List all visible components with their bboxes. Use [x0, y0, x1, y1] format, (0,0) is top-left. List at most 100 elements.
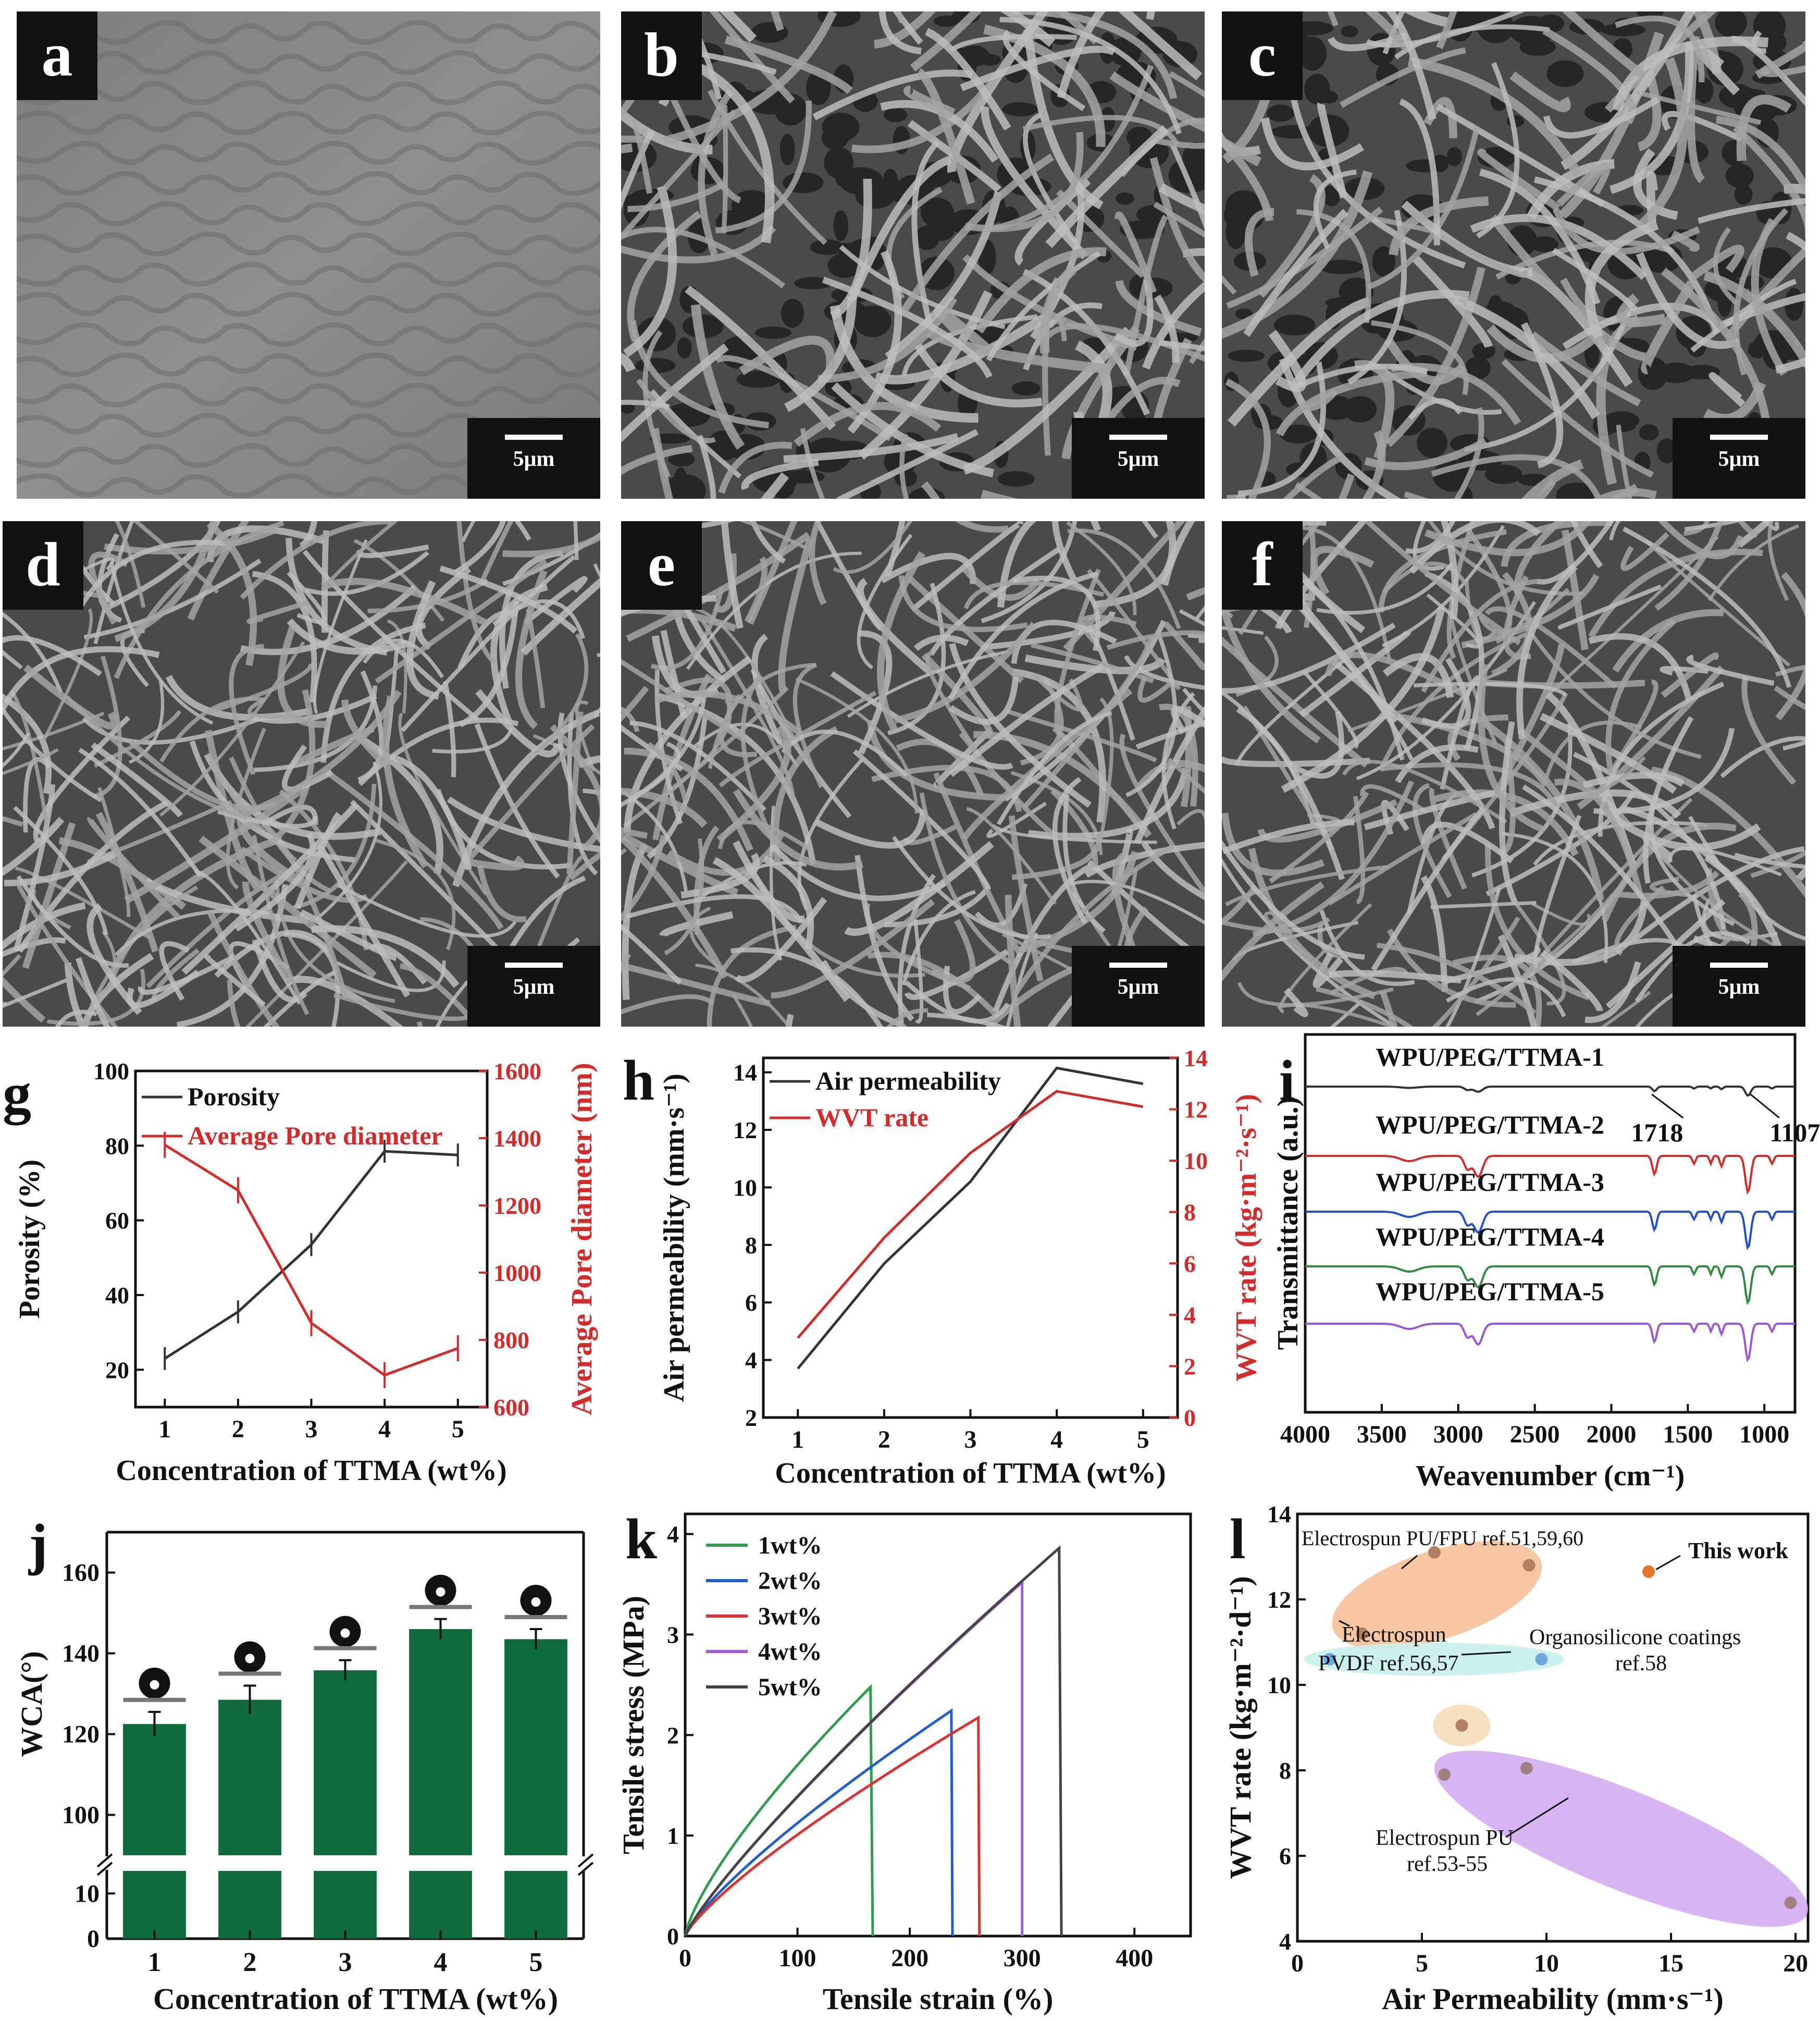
chart-l-ellipse-pu — [1434, 1751, 1809, 1927]
chart-l-ytick-label-14: 14 — [1267, 1501, 1291, 1527]
sem-image-f — [1222, 521, 1805, 1027]
chart-i-xtick-label-1500: 1500 — [1663, 1421, 1713, 1448]
chart-h-ylabel: Air permeability (mm·s⁻¹) — [658, 1074, 690, 1402]
chart-j-ytick-label-10: 10 — [75, 1880, 100, 1907]
chart-l-point-3-2 — [1784, 1896, 1797, 1909]
chart-j-bar-1 — [123, 1724, 186, 1855]
chart-k-legend-4wt%: 4wt% — [758, 1638, 822, 1666]
chart-j-ytick-label-100: 100 — [62, 1802, 100, 1829]
chart-j-substrate-4 — [409, 1605, 472, 1609]
chart-j-ytick-label-140: 140 — [62, 1640, 100, 1668]
chart-h-r-ytick-label-2: 2 — [1184, 1353, 1196, 1379]
chart-j-bar-3 — [314, 1670, 377, 1855]
chart-i-arrow-1718 — [1651, 1093, 1684, 1119]
scale-text-a: 5μm — [513, 447, 555, 471]
chart-h-r-ytick-label-6: 6 — [1184, 1250, 1196, 1277]
chart-k-ytick-label-1: 1 — [667, 1822, 679, 1849]
chart-i-label-5: WPU/PEG/TTMA-5 — [1376, 1277, 1604, 1306]
chart-j-bar-lower-2 — [218, 1871, 281, 1939]
chart-k-ytick-label-4: 4 — [667, 1521, 679, 1548]
chart-h-r-ytick-label-14: 14 — [1184, 1045, 1208, 1071]
chart-h-r-ytick-label-10: 10 — [1184, 1148, 1208, 1174]
chart-g-ytick-label-100: 100 — [93, 1058, 129, 1085]
panel-label-c: c — [1222, 11, 1303, 100]
chart-g-xtick-label-2: 2 — [232, 1415, 244, 1443]
chart-j-bar-lower-3 — [314, 1871, 377, 1939]
chart-l-point-1-0 — [1323, 1653, 1336, 1666]
chart-k-xtick-label-100: 100 — [779, 1944, 816, 1972]
chart-g-panel-label: g — [3, 1062, 31, 1125]
chart-k-xtick-label-400: 400 — [1116, 1944, 1153, 1972]
chart-l-label-pvdf-1: Electrospun — [1342, 1623, 1446, 1647]
chart-k-panel-label: k — [625, 1507, 658, 1571]
chart-j-xtick-label-2: 2 — [243, 1948, 257, 1977]
chart-j-break-gap — [96, 1856, 594, 1870]
chart-k-ytick-label-2: 2 — [667, 1722, 679, 1748]
sem-image-c — [1222, 11, 1805, 499]
panel-label-b: b — [621, 11, 702, 100]
chart-g-r-ytick-label-1600: 1600 — [493, 1058, 541, 1085]
chart-l-ytick-label-10: 10 — [1267, 1672, 1291, 1698]
chart-i-arrow-1107 — [1750, 1093, 1780, 1119]
chart-l-arrow-org — [1461, 1651, 1512, 1656]
chart-j-droplet-hl-3 — [340, 1628, 350, 1638]
chart-g-xtick-label-1: 1 — [158, 1415, 171, 1443]
chart-l-xtick-label-0: 0 — [1291, 1950, 1304, 1977]
chart-g-xtick-label-3: 3 — [305, 1415, 318, 1443]
chart-k-curve-3wt% — [684, 1715, 981, 1937]
chart-j-ytick-label-160: 160 — [62, 1559, 100, 1587]
chart-i-xtick-label-2500: 2500 — [1510, 1421, 1560, 1448]
chart-l-point-3-0 — [1438, 1768, 1451, 1781]
chart-l-point-1-1 — [1535, 1653, 1548, 1666]
chart-l-label-pu-2: ref.53-55 — [1407, 1852, 1488, 1876]
scale-bar-f: 5μm — [1673, 946, 1805, 1027]
chart-i-spectrum-2 — [1305, 1154, 1795, 1195]
chart-h-xlabel: Concentration of TTMA (wt%) — [775, 1457, 1166, 1489]
chart-l-label-pu-fpu: Electrospun PU/FPU ref.51,59,60 — [1302, 1526, 1583, 1550]
chart-j-panel-label: j — [28, 1512, 48, 1576]
sem-panel-f: f 5μm — [1222, 521, 1805, 1027]
chart-h-ytick-label-10: 10 — [733, 1174, 757, 1201]
chart-h-panel-label: h — [623, 1049, 654, 1112]
chart-i-axes — [1304, 1033, 1797, 1414]
chart-g-line-pore — [164, 1143, 459, 1377]
chart-j-substrate-5 — [504, 1615, 567, 1619]
chart-j-xlabel: Concentration of TTMA (wt%) — [153, 1982, 558, 2016]
chart-j-bar-lower-4 — [409, 1871, 472, 1939]
chart-k-ylabel: Tensile stress (MPa) — [616, 1596, 650, 1854]
chart-g-xtick-label-4: 4 — [378, 1415, 391, 1443]
chart-h-ytick-label-8: 8 — [745, 1232, 757, 1259]
chart-h-r-ytick-label-8: 8 — [1184, 1199, 1196, 1226]
chart-l-ytick-label-8: 8 — [1279, 1757, 1291, 1784]
chart-l-xlabel: Air Permeability (mm·s⁻¹) — [1382, 1982, 1724, 2016]
chart-h-line-wvt — [797, 1090, 1144, 1339]
chart-i-spectrum-4 — [1305, 1265, 1795, 1305]
chart-j-droplet-hl-4 — [436, 1587, 445, 1597]
chart-l-arrow-pu — [1505, 1797, 1569, 1838]
chart-j-break-mark-l2 — [96, 1862, 113, 1876]
chart-g-ylabel: Porosity (%) — [14, 1160, 46, 1318]
sem-image-a — [17, 11, 600, 499]
chart-j-ytick-label-0: 0 — [87, 1925, 100, 1953]
chart-i-xtick-label-4000: 4000 — [1280, 1421, 1330, 1448]
chart-j-break-mark-r2 — [577, 1862, 594, 1876]
chart-h-ytick-label-12: 12 — [733, 1117, 757, 1143]
chart-l-point-3-1 — [1520, 1761, 1533, 1774]
sem-panel-d: d 5μm — [3, 521, 600, 1027]
chart-l-ytick-label-6: 6 — [1279, 1843, 1291, 1869]
chart-l-point-0-2 — [1522, 1559, 1536, 1572]
chart-k-legend-1wt%: 1wt% — [758, 1532, 822, 1559]
chart-l-xtick-label-15: 15 — [1658, 1950, 1683, 1977]
chart-i-xtick-label-1000: 1000 — [1739, 1421, 1789, 1448]
chart-k-legend-2wt%: 2wt% — [758, 1567, 822, 1595]
chart-j-substrate-2 — [218, 1671, 281, 1676]
chart-h-xtick-label-3: 3 — [964, 1426, 977, 1453]
chart-j-xtick-label-4: 4 — [434, 1948, 448, 1977]
chart-h-ytick-label-2: 2 — [745, 1404, 757, 1431]
chart-l-axes — [1296, 1512, 1810, 1943]
chart-i-ylabel: Transmittance (a.u.) — [1272, 1097, 1304, 1350]
chart-l-xtick-label-5: 5 — [1416, 1950, 1428, 1977]
chart-k-curve-1wt% — [684, 1684, 874, 1937]
chart-l-arrow-this-work — [1655, 1555, 1681, 1570]
chart-h-r-ytick-label-12: 12 — [1184, 1096, 1208, 1123]
